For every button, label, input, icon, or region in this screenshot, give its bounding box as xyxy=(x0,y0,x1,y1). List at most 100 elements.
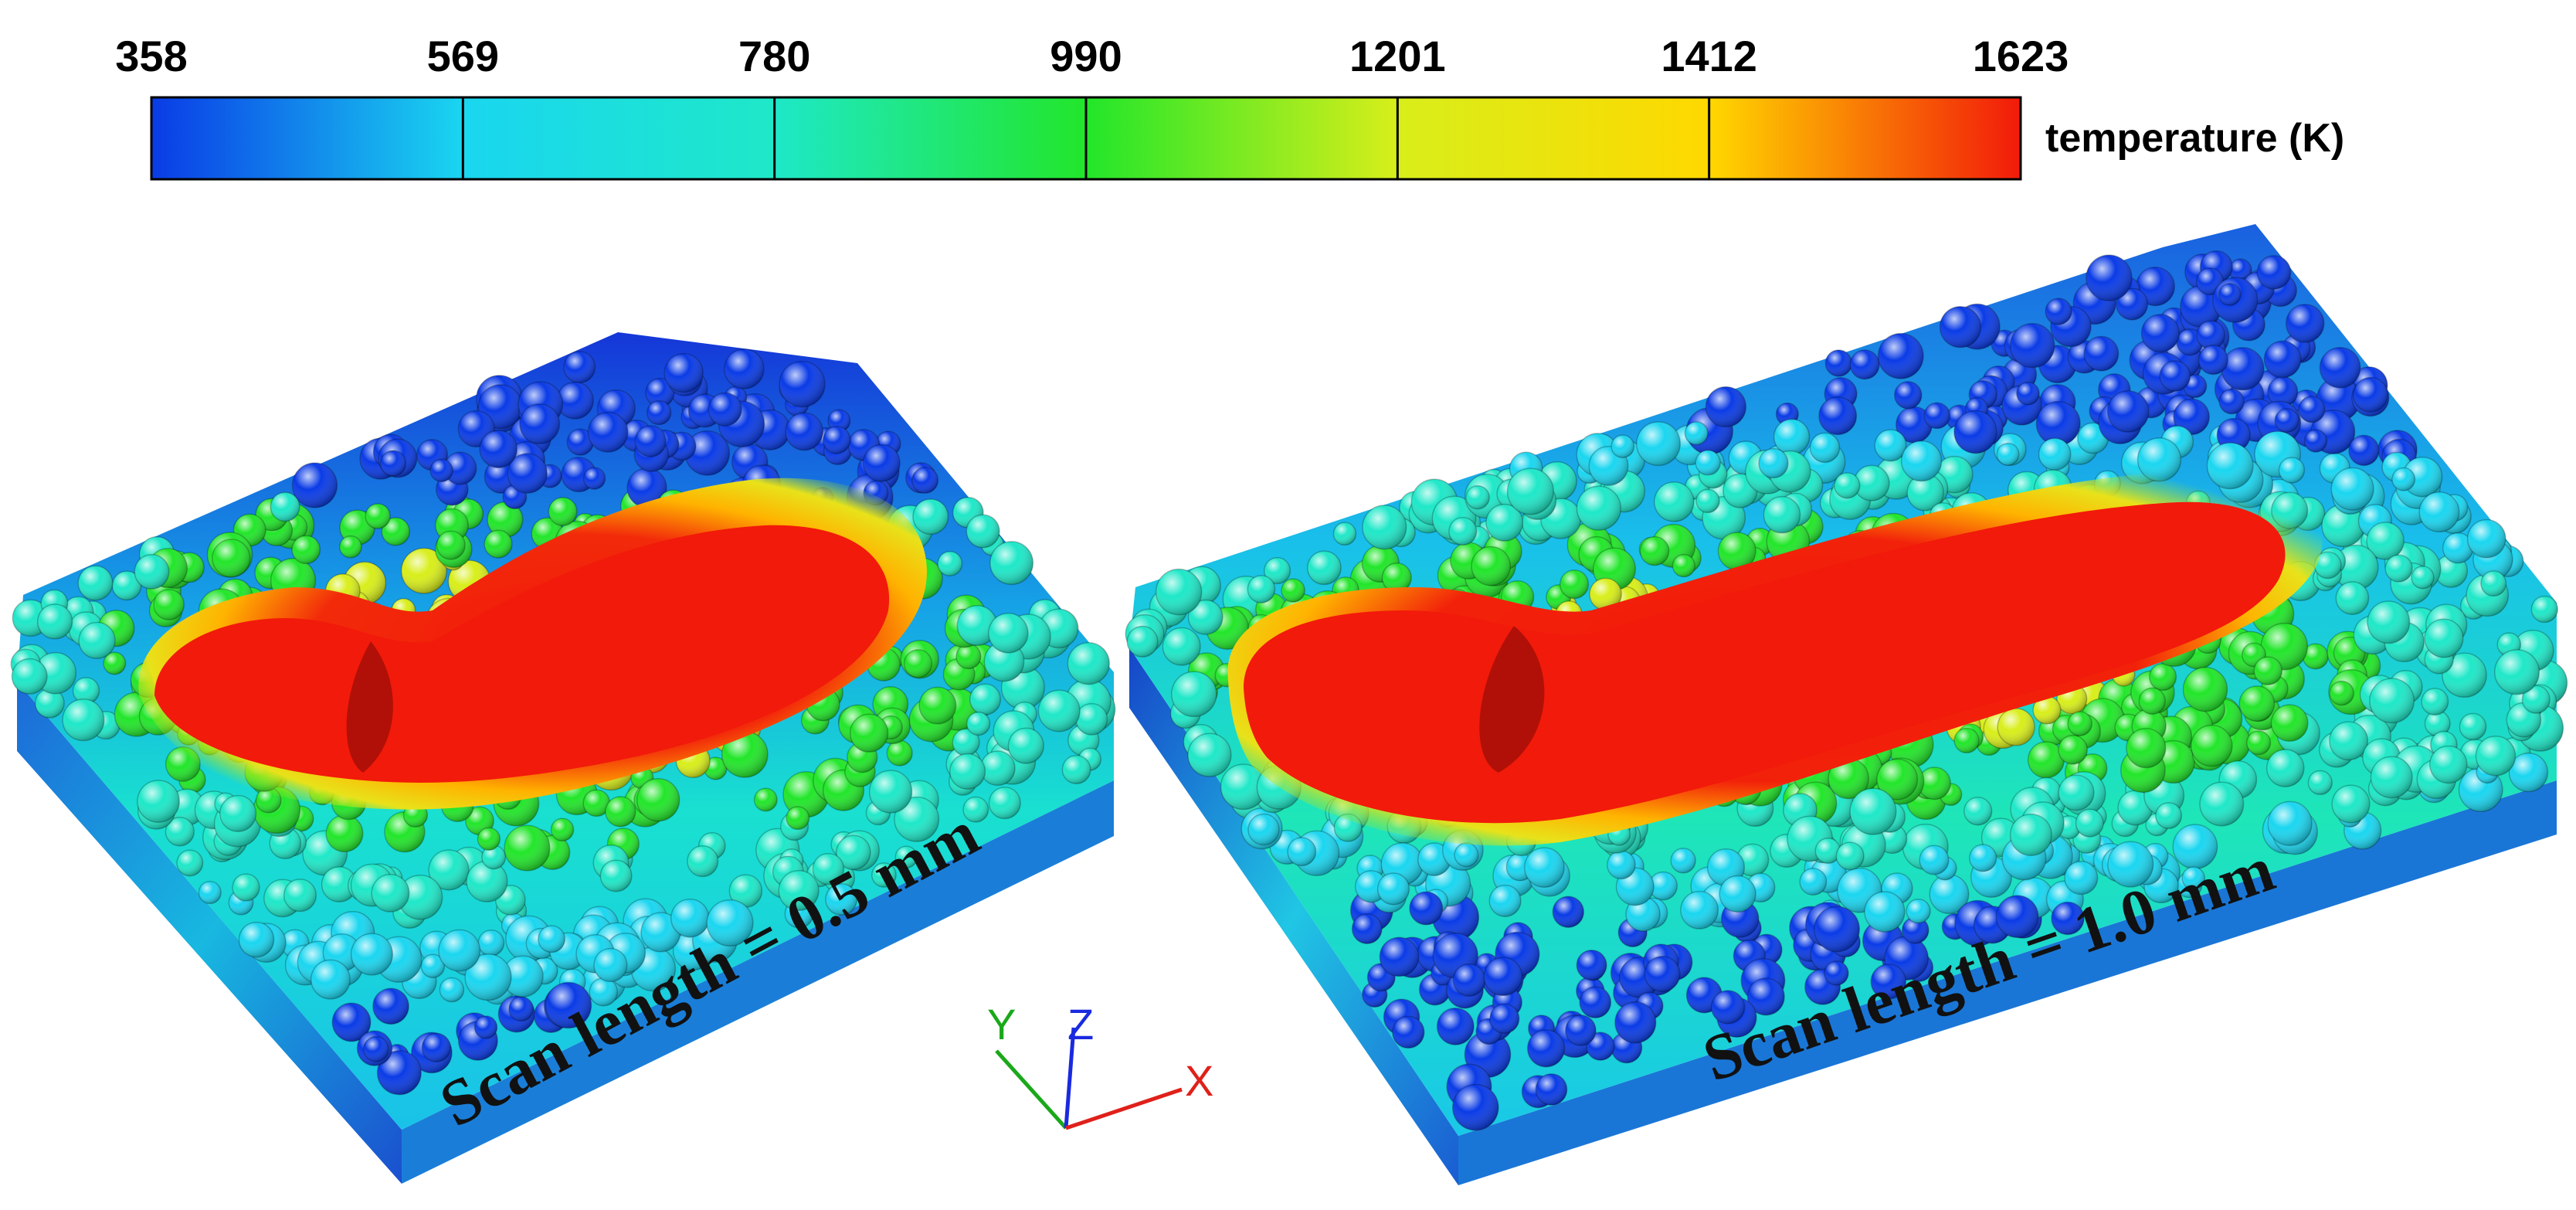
powder-particle-shading xyxy=(1560,569,1589,599)
powder-particle-shading xyxy=(1156,569,1202,615)
powder-particle-shading xyxy=(1672,554,1695,577)
powder-particle-shading xyxy=(2316,377,2360,421)
axes-triad: Y Z X xyxy=(987,1000,1213,1130)
powder-particle-shading xyxy=(836,835,871,870)
powder-particle-shading xyxy=(480,430,518,468)
powder-particles-right xyxy=(1125,250,2568,1131)
powder-particle-shading xyxy=(1877,759,1918,800)
powder-particle-shading xyxy=(380,450,406,477)
powder-particle-shading xyxy=(1963,797,1992,825)
colorbar-title: temperature (K) xyxy=(2045,116,2344,161)
powder-particle-shading xyxy=(1997,709,2035,746)
powder-particle-shading xyxy=(2065,861,2098,895)
powder-particle-shading xyxy=(1220,764,1267,810)
powder-particle-shading xyxy=(1747,978,1785,1015)
powder-particle-shading xyxy=(1929,875,1969,914)
powder-particle-shading xyxy=(332,1003,371,1042)
powder-particle-shading xyxy=(1954,410,1997,454)
powder-particle-shading xyxy=(980,751,1015,786)
axis-z-line xyxy=(1064,1027,1076,1129)
powder-particle-shading xyxy=(1924,403,1950,429)
powder-particle-shading xyxy=(1875,430,1906,461)
powder-particle-shading xyxy=(1759,448,1788,478)
powder-particle-shading xyxy=(326,814,363,852)
powder-particle-shading xyxy=(2467,519,2506,558)
axis-x-line xyxy=(1065,1087,1183,1130)
powder-particle-shading xyxy=(2425,711,2450,736)
powder-particle-shading xyxy=(687,845,718,877)
powder-particle-shading xyxy=(2028,742,2065,778)
powder-particle-shading xyxy=(1576,486,1621,531)
powder-particle-shading xyxy=(2320,347,2360,388)
powder-particle-shading xyxy=(1901,440,1942,481)
powder-particle-shading xyxy=(952,729,979,756)
powder-particle-shading xyxy=(1644,956,1680,992)
powder-particle-shading xyxy=(1127,626,1158,658)
powder-particle-shading xyxy=(1247,575,1275,603)
powder-particle-shading xyxy=(704,757,727,780)
powder-particle-shading xyxy=(1705,386,1746,427)
powder-particle-shading xyxy=(2107,841,2153,887)
powder-particle-shading xyxy=(422,1033,451,1062)
axis-y-label: Y xyxy=(987,1000,1016,1049)
powder-particle-shading xyxy=(1611,435,1634,458)
powder-particle-shading xyxy=(1640,536,1669,566)
powder-particle-shading xyxy=(35,688,65,718)
powder-particle-shading xyxy=(2219,389,2245,414)
powder-particle-shading xyxy=(1654,481,1694,522)
powder-particle-shading xyxy=(2218,283,2241,306)
powder-particle-shading xyxy=(1576,950,1607,981)
powder-particle-shading xyxy=(2308,770,2333,795)
powder-particle-shading xyxy=(913,499,949,535)
powder-particle-shading xyxy=(2075,809,2104,837)
powder-particle-shading xyxy=(2058,775,2094,811)
powder-particle-shading xyxy=(1906,899,1931,923)
powder-particle-shading xyxy=(1553,896,1584,928)
powder-particle-shading xyxy=(988,613,1028,653)
powder-particle-shading xyxy=(646,378,674,407)
powder-particle-shading xyxy=(212,539,250,577)
powder-particle-shading xyxy=(966,515,1000,548)
colorbar-tick-label: 358 xyxy=(115,32,187,80)
powder-particle-shading xyxy=(1607,851,1635,879)
powder-particle-shading xyxy=(467,861,507,902)
keyhole-shadow-right xyxy=(1479,626,1545,773)
powder-particle-shading xyxy=(600,860,632,892)
powder-particle-shading xyxy=(292,535,321,564)
powder-particle-shading xyxy=(2036,401,2080,446)
powder-particle-shading xyxy=(465,807,494,835)
powder-particle-shading xyxy=(37,604,73,639)
powder-particle-shading xyxy=(779,870,819,911)
powder-particle-shading xyxy=(1695,450,1721,475)
powder-particle-shading xyxy=(2330,681,2354,705)
substrate-right-front xyxy=(1129,647,1458,1185)
powder-particle-shading xyxy=(685,430,730,476)
powder-particle-shading xyxy=(1850,350,1879,379)
powder-particle-shading xyxy=(2385,555,2413,582)
powder-particle-shading xyxy=(78,566,113,600)
powder-particle-shading xyxy=(871,862,896,888)
powder-particle-shading xyxy=(647,400,671,425)
powder-particle-shading xyxy=(2275,408,2299,433)
powder-particle-shading xyxy=(556,382,594,419)
powder-particle-shading xyxy=(1815,838,1841,864)
powder-particle-shading xyxy=(199,881,222,904)
powder-particle-shading xyxy=(2177,328,2204,355)
powder-particle-shading xyxy=(786,807,809,830)
powder-particle-shading xyxy=(165,817,195,846)
powder-particle-shading xyxy=(1281,579,1305,603)
powder-particle-shading xyxy=(2429,746,2467,783)
powder-particle-shading xyxy=(2411,566,2434,589)
powder-particle-shading xyxy=(754,788,777,811)
powder-particle-shading xyxy=(2139,688,2166,715)
colorbar-tick-label: 1412 xyxy=(1661,32,1757,80)
powder-particle-shading xyxy=(2136,267,2175,306)
powder-particle-shading xyxy=(1382,563,1412,593)
powder-particle-shading xyxy=(1711,991,1745,1024)
powder-particle-shading xyxy=(895,846,918,868)
powder-particle-shading xyxy=(429,850,469,890)
powder-particle-shading xyxy=(2279,457,2305,483)
powder-particle-shading xyxy=(1437,1008,1475,1045)
powder-particle-shading xyxy=(1626,897,1661,932)
powder-particle-shading xyxy=(2402,457,2442,497)
